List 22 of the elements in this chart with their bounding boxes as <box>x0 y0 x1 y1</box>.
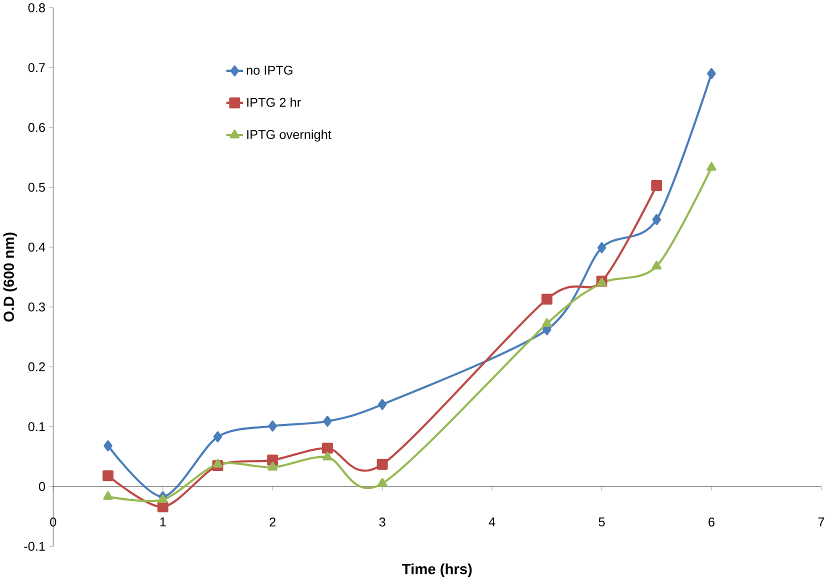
y-tick-label: -0.1 <box>24 542 45 551</box>
y-tick-label: 0.5 <box>28 182 45 192</box>
y-tick-label: 0.1 <box>28 422 45 431</box>
y-axis-title: O.D (600 nm) <box>3 232 17 322</box>
x-tick-label: 4 <box>488 517 496 526</box>
y-tick-label: 0.7 <box>28 62 45 72</box>
x-tick-label: 5 <box>598 517 605 526</box>
legend-label: IPTG 2 hr <box>247 97 301 107</box>
y-tick-label: 0.8 <box>28 3 45 12</box>
y-tick-label: 0.3 <box>28 302 45 312</box>
y-tick-label: 0.6 <box>28 122 45 132</box>
x-axis-title: Time (hrs) <box>402 563 472 577</box>
x-tick-label: 2 <box>270 517 276 526</box>
y-tick-label: 0.2 <box>28 362 45 372</box>
x-tick-label: 1 <box>160 517 166 526</box>
x-tick-label: 3 <box>379 517 386 526</box>
x-tick-label: 7 <box>818 517 824 526</box>
legend-label: no IPTG <box>246 66 292 75</box>
y-tick-label: 0 <box>38 482 46 491</box>
x-tick-label: 6 <box>708 517 714 526</box>
y-tick-label: 0.4 <box>28 242 46 252</box>
legend-label: IPTG overnight <box>247 130 332 142</box>
